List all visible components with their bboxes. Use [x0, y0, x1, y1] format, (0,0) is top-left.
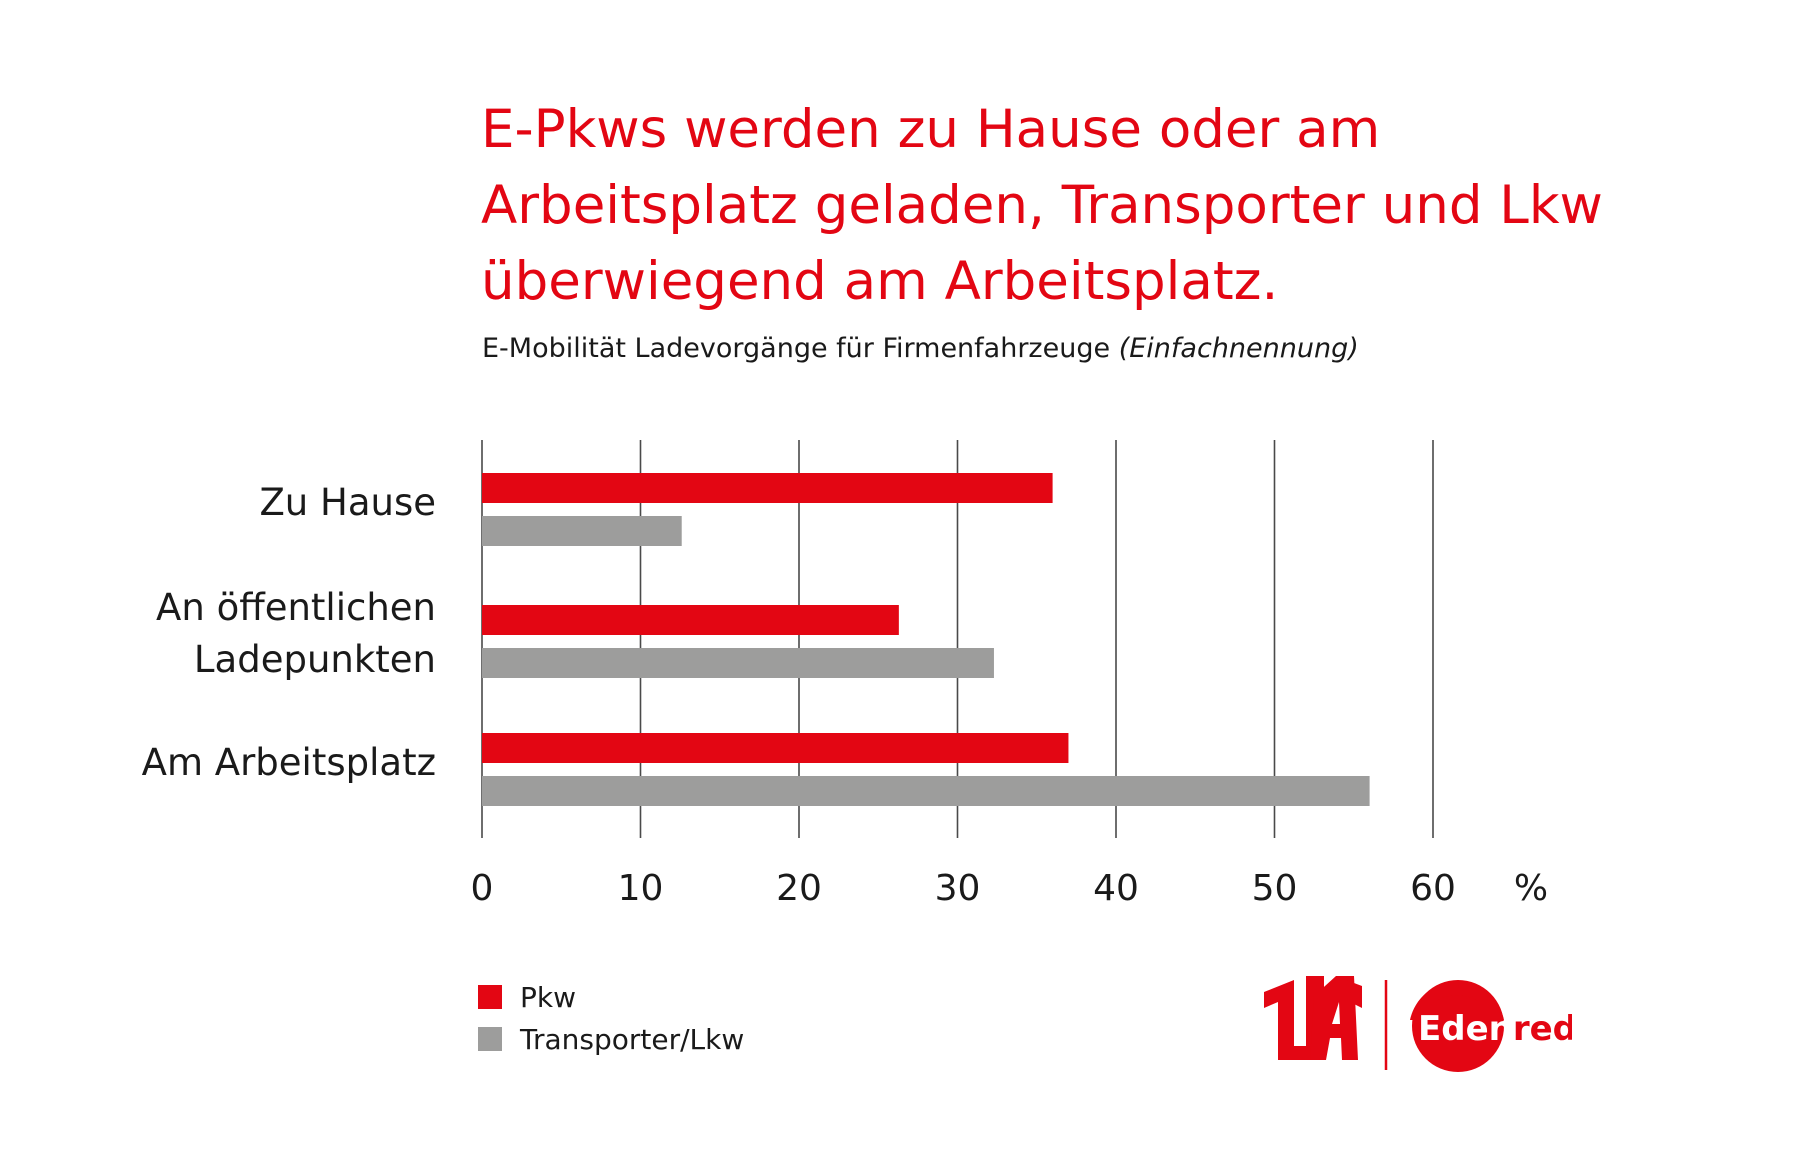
bar-pkw-0 [482, 473, 1053, 503]
legend-label-transporter: Transporter/Lkw [520, 1022, 745, 1056]
bar-transporter-2 [482, 776, 1370, 806]
x-tick-label-0: 0 [471, 868, 494, 909]
bar-transporter-0 [482, 516, 682, 546]
legend: Pkw Transporter/Lkw [478, 976, 744, 1060]
x-tick-label-60: 60 [1410, 868, 1456, 909]
category-label-1-1: Ladepunkten [194, 638, 436, 681]
legend-swatch-pkw [478, 985, 502, 1009]
x-tick-label-50: 50 [1252, 868, 1298, 909]
x-tick-label-10: 10 [618, 868, 664, 909]
bar-pkw-2 [482, 733, 1069, 763]
x-tick-label-40: 40 [1093, 868, 1139, 909]
legend-swatch-transporter [478, 1027, 502, 1051]
category-label-2-0: Am Arbeitsplatz [142, 741, 436, 784]
subtitle-note: (Einfachnennung) [1118, 333, 1359, 364]
logos: Edenred [1264, 976, 1572, 1072]
x-unit-label: % [1514, 868, 1548, 909]
legend-item-transporter: Transporter/Lkw [478, 1018, 744, 1060]
bar-pkw-1 [482, 605, 899, 635]
bar-transporter-1 [482, 648, 994, 678]
edenred-wordmark: Edenred [1418, 1009, 1572, 1049]
edenred-logo [1410, 980, 1504, 1072]
legend-label-pkw: Pkw [520, 980, 576, 1014]
legend-item-pkw: Pkw [478, 976, 744, 1018]
x-tick-label-20: 20 [776, 868, 822, 909]
subtitle-text: E-Mobilität Ladevorgänge für Firmenfahrz… [482, 333, 1111, 364]
x-tick-label-30: 30 [935, 868, 981, 909]
chart-subtitle: E-Mobilität Ladevorgänge für Firmenfahrz… [482, 333, 1359, 364]
category-label-1-0: An öffentlichen [156, 586, 436, 629]
uta-logo [1264, 976, 1362, 1060]
category-label-0-0: Zu Hause [259, 481, 436, 524]
chart-title: E-Pkws werden zu Hause oder am Arbeitspl… [481, 99, 1603, 312]
